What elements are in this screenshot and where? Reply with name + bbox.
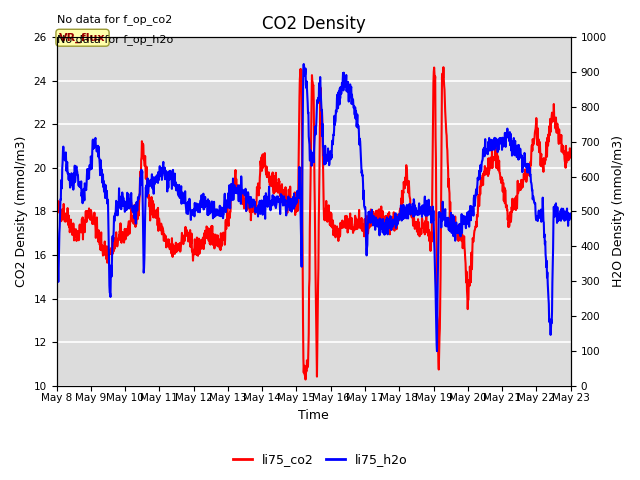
li75_co2 <box>394 220 401 226</box>
li75_co2 <box>506 209 514 215</box>
li75_h2o <box>433 348 441 354</box>
li75_h2o <box>461 214 468 219</box>
li75_h2o <box>167 168 175 174</box>
li75_h2o <box>154 169 162 175</box>
li75_co2 <box>461 249 468 254</box>
Text: No data for f_op_h2o: No data for f_op_h2o <box>56 34 173 45</box>
Legend: li75_co2, li75_h2o: li75_co2, li75_h2o <box>228 448 412 471</box>
li75_h2o <box>394 215 401 220</box>
li75_h2o <box>300 61 308 67</box>
li75_co2 <box>301 377 309 383</box>
li75_h2o <box>506 143 514 148</box>
Y-axis label: CO2 Density (mmol/m3): CO2 Density (mmol/m3) <box>15 136 28 287</box>
Title: CO2 Density: CO2 Density <box>262 15 365 33</box>
li75_co2 <box>52 204 60 209</box>
li75_co2 <box>225 222 232 228</box>
li75_co2 <box>440 64 447 70</box>
li75_h2o <box>52 209 60 215</box>
X-axis label: Time: Time <box>298 409 329 422</box>
Line: li75_h2o: li75_h2o <box>56 64 571 351</box>
li75_h2o <box>567 213 575 219</box>
Text: VR_flux: VR_flux <box>60 33 106 43</box>
Y-axis label: H2O Density (mmol/m3): H2O Density (mmol/m3) <box>612 135 625 288</box>
li75_co2 <box>154 228 162 234</box>
li75_co2 <box>167 245 175 251</box>
li75_h2o <box>225 190 232 196</box>
li75_co2 <box>567 150 575 156</box>
Text: No data for f_op_co2: No data for f_op_co2 <box>56 14 172 25</box>
Line: li75_co2: li75_co2 <box>56 67 571 380</box>
